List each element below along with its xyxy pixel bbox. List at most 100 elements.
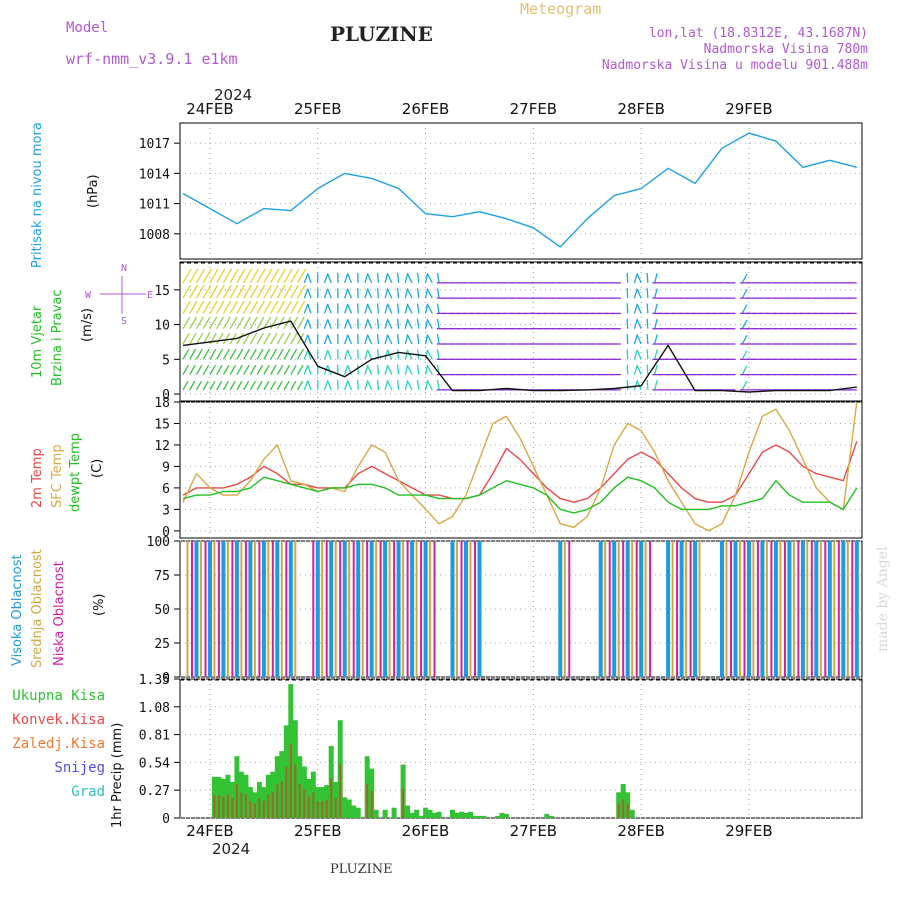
wind-arrow	[270, 332, 278, 345]
wind-arrow	[202, 380, 209, 391]
cloud-bar	[356, 541, 361, 677]
wind-arrow	[364, 334, 369, 345]
wind-arrow	[303, 349, 309, 360]
wind-arrow	[346, 273, 353, 284]
y-tick-label: 0.54	[139, 756, 170, 771]
cloud-bar	[733, 541, 738, 677]
cloud-bar	[325, 541, 328, 677]
cloud-bar	[231, 541, 234, 677]
wind-arrow	[189, 268, 199, 284]
wind-arrow	[396, 334, 400, 345]
wind-arrow	[344, 349, 349, 360]
wind-arrow	[283, 348, 291, 360]
precip-conv-bar	[217, 795, 220, 818]
wind-arrow	[653, 349, 658, 360]
wind-arrow	[416, 288, 420, 299]
precip-bar	[346, 799, 352, 818]
wind-arrow	[189, 348, 197, 360]
wind-arrow	[323, 273, 329, 284]
temp-line-2	[182, 476, 858, 514]
y-tick-label: 0.27	[139, 784, 170, 799]
wind-arrow	[189, 316, 198, 330]
wind-arrow	[216, 380, 223, 391]
wind-arrow	[416, 379, 420, 390]
wind-arrow	[263, 300, 272, 314]
wind-arrow	[426, 319, 433, 330]
cloud-bar	[800, 541, 805, 677]
wind-arrow	[229, 300, 238, 314]
cloud-bar	[267, 541, 270, 677]
wind-arrow	[189, 380, 196, 391]
wind-arrow	[376, 333, 380, 345]
wind-arrow	[367, 349, 373, 360]
cloud-bar	[797, 541, 800, 677]
cloud-bar	[617, 541, 620, 677]
cloud-bar	[329, 541, 334, 677]
wind-arrow	[195, 300, 205, 314]
precip-bar	[409, 812, 415, 818]
cloud-bar	[739, 541, 741, 677]
wind-arrow	[636, 288, 642, 299]
cloud-bar	[631, 541, 634, 677]
wind-arrow	[633, 334, 638, 345]
wind-arrow	[416, 318, 420, 329]
day-label-bottom: 29FEB	[725, 822, 772, 840]
wind-arrow	[741, 365, 748, 375]
precip-bar	[548, 815, 554, 818]
precip-conv-bar	[249, 801, 252, 818]
cloud-bar	[693, 541, 698, 677]
precip-bar	[459, 811, 464, 818]
y-tick-label: 9	[162, 460, 170, 475]
wind-arrow	[182, 268, 192, 284]
cloud-bar	[679, 541, 684, 677]
y-tick-label: 0	[162, 388, 170, 403]
wind-arrow	[189, 300, 198, 314]
wind-arrow	[256, 284, 266, 299]
wind-arrow	[636, 334, 642, 345]
wind-arrow	[209, 284, 219, 299]
wind-arrow	[216, 300, 225, 314]
cloud-bar	[747, 541, 751, 677]
precip-bar	[373, 809, 379, 818]
wind-arrow	[387, 288, 393, 299]
y-tick-label: 6	[162, 482, 170, 497]
precip-conv-bar	[231, 798, 234, 818]
year-top: 2024	[214, 86, 253, 104]
precip-bar	[629, 809, 635, 818]
precip-conv-bar	[289, 744, 292, 818]
wind-arrow	[741, 273, 748, 284]
wind-arrow	[416, 272, 420, 283]
precip-bar	[432, 812, 437, 818]
wind-arrow	[396, 288, 400, 299]
wind-arrow	[384, 288, 389, 299]
wind-arrow	[290, 268, 300, 284]
precip-bar	[454, 812, 460, 818]
wind-arrow	[296, 268, 307, 284]
compass-w: W	[85, 290, 92, 301]
wind-arrow	[216, 364, 223, 375]
precip-bar	[342, 797, 348, 818]
cloud-bar	[288, 541, 293, 677]
wind-arrow	[296, 380, 304, 391]
wind-arrow	[296, 300, 306, 314]
wind-arrow	[364, 364, 369, 375]
wind-arrow	[209, 316, 218, 330]
wind-arrow	[367, 273, 373, 284]
wind-arrow	[367, 365, 373, 375]
day-label-bottom: 28FEB	[617, 822, 664, 840]
y-tick-label: 0	[162, 671, 170, 686]
footer-station: PLUZINE	[330, 862, 393, 877]
wind-arrow	[303, 380, 309, 391]
cloud-bar	[240, 541, 243, 677]
wind-arrows	[182, 268, 857, 391]
wind-arrow	[243, 300, 252, 314]
cloud-bar	[217, 541, 220, 677]
wind-arrow	[303, 303, 309, 314]
wind-arrow	[209, 300, 218, 314]
cloud-bar	[469, 541, 472, 677]
wind-arrow	[384, 303, 389, 314]
wind-arrow	[406, 350, 413, 360]
wind-arrow	[633, 273, 638, 284]
wind-arrow	[396, 379, 400, 390]
day-label-top: 29FEB	[725, 100, 772, 118]
